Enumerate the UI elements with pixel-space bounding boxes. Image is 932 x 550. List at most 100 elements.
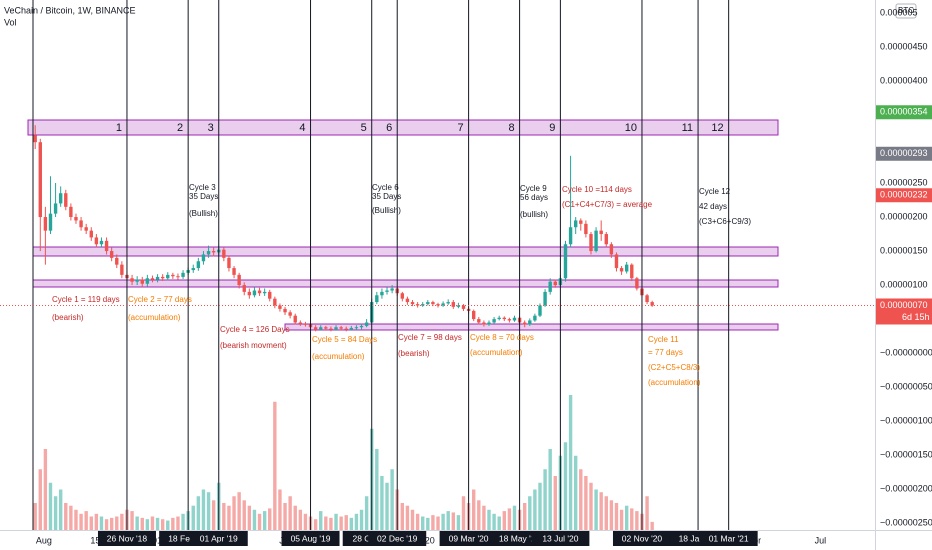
volume-bar xyxy=(461,496,466,530)
candle-body xyxy=(635,278,639,289)
volume-bar xyxy=(222,503,226,530)
volume-bar xyxy=(324,516,328,530)
candle-body xyxy=(492,319,496,323)
date-badge-box xyxy=(531,531,590,546)
y-tick-label: −0.00000100 xyxy=(880,416,932,426)
annotation: 35 Days xyxy=(372,192,401,201)
candle-body xyxy=(262,291,267,294)
y-tick-label: −0.00000150 xyxy=(880,450,932,460)
volume-bar xyxy=(130,511,134,530)
candle-body xyxy=(650,302,654,306)
candle-body xyxy=(64,193,68,207)
candle-body xyxy=(135,279,139,282)
annotation: Cycle 3 xyxy=(189,183,216,192)
volume-bar xyxy=(339,516,343,530)
candle-body xyxy=(512,317,517,321)
date-badge: 18 May '20 xyxy=(499,533,541,543)
date-badge: 05 Aug '19 xyxy=(291,533,331,543)
volume-bar xyxy=(446,511,450,530)
candle-body xyxy=(115,257,119,265)
candle-body xyxy=(206,251,211,255)
volume-bar xyxy=(283,503,287,530)
candle-body xyxy=(273,298,277,306)
volume-bar xyxy=(390,469,394,530)
candle-body xyxy=(79,220,83,228)
volume-bar xyxy=(247,505,252,530)
y-tick-label: −0.00000000 xyxy=(880,347,932,357)
candle-body xyxy=(89,230,93,238)
candle-body xyxy=(446,302,450,304)
candle-body xyxy=(502,317,506,320)
y-tick-label: −0.00000250 xyxy=(880,518,932,528)
candle-body xyxy=(242,285,246,292)
candle-body xyxy=(313,327,318,330)
candle-body xyxy=(426,302,430,305)
volume-bar xyxy=(181,513,185,530)
annotation: 42 days xyxy=(699,202,727,211)
candle-body xyxy=(359,325,364,328)
annotation: Cycle 5 = 84 Days xyxy=(312,335,377,344)
volume-bar xyxy=(543,469,547,530)
candle-body xyxy=(252,290,257,296)
volume-bar xyxy=(436,516,440,530)
annotation: (Bullish) xyxy=(189,209,218,218)
volume-bar xyxy=(33,503,37,530)
volume-bar xyxy=(120,513,124,530)
date-badge: 01 Mar '21 xyxy=(709,533,749,543)
candle-body xyxy=(364,322,369,326)
candle-body xyxy=(563,244,568,279)
volume-bar xyxy=(140,517,144,530)
y-tick-label: 0.00000150 xyxy=(880,245,928,255)
date-badge: 09 Mar '20 xyxy=(449,533,489,543)
volume-bar xyxy=(624,505,629,530)
volume-bar xyxy=(589,482,593,530)
annotation: Cycle 4 = 126 Days xyxy=(220,325,290,334)
annotation: 35 Days xyxy=(189,192,218,201)
volume-bar xyxy=(522,503,527,530)
volume-bar xyxy=(533,489,537,530)
candle-body xyxy=(334,327,338,330)
candle-body xyxy=(196,261,201,269)
candle-body xyxy=(104,240,109,252)
candle-body xyxy=(150,278,155,280)
volume-bar xyxy=(79,513,83,530)
volume-bar xyxy=(359,509,364,530)
annotation: Cycle 8 = 70 days xyxy=(470,333,534,342)
candle-body xyxy=(415,304,420,306)
candle-body xyxy=(354,327,359,329)
volume-bar xyxy=(227,505,231,530)
cycle-number: 4 xyxy=(299,122,305,134)
candle-body xyxy=(303,323,308,325)
date-badge-box xyxy=(97,531,156,546)
volume-bar xyxy=(375,449,379,530)
volume-bar xyxy=(201,489,206,530)
y-tick-label: 0.00000450 xyxy=(880,41,928,51)
volume-bar xyxy=(232,496,236,530)
candle-body xyxy=(145,278,150,284)
candle-body xyxy=(497,317,501,320)
candle-body xyxy=(53,203,58,214)
candle-body xyxy=(211,251,216,253)
candle-body xyxy=(109,251,114,258)
volume-bar xyxy=(630,508,634,530)
volume-bar xyxy=(329,517,333,530)
candle-body xyxy=(38,142,42,218)
volume-bar xyxy=(441,513,445,530)
volume-bar xyxy=(89,516,93,530)
volume-bar xyxy=(650,521,654,530)
candle-body xyxy=(528,320,532,325)
candle-body xyxy=(436,304,440,306)
candle-body xyxy=(329,328,333,330)
candle-body xyxy=(349,327,354,330)
annotation: (bearish movment) xyxy=(220,341,287,350)
zone xyxy=(32,246,779,257)
cycle-number: 1 xyxy=(116,122,122,134)
candle-body xyxy=(181,272,185,277)
candle-body xyxy=(166,274,170,279)
volume-bar xyxy=(553,476,557,530)
y-tick-label: 0.00000250 xyxy=(880,177,928,187)
volume-bar xyxy=(278,489,282,530)
volume-bar xyxy=(492,513,496,530)
candle-body xyxy=(522,322,527,325)
candle-body xyxy=(288,312,292,316)
